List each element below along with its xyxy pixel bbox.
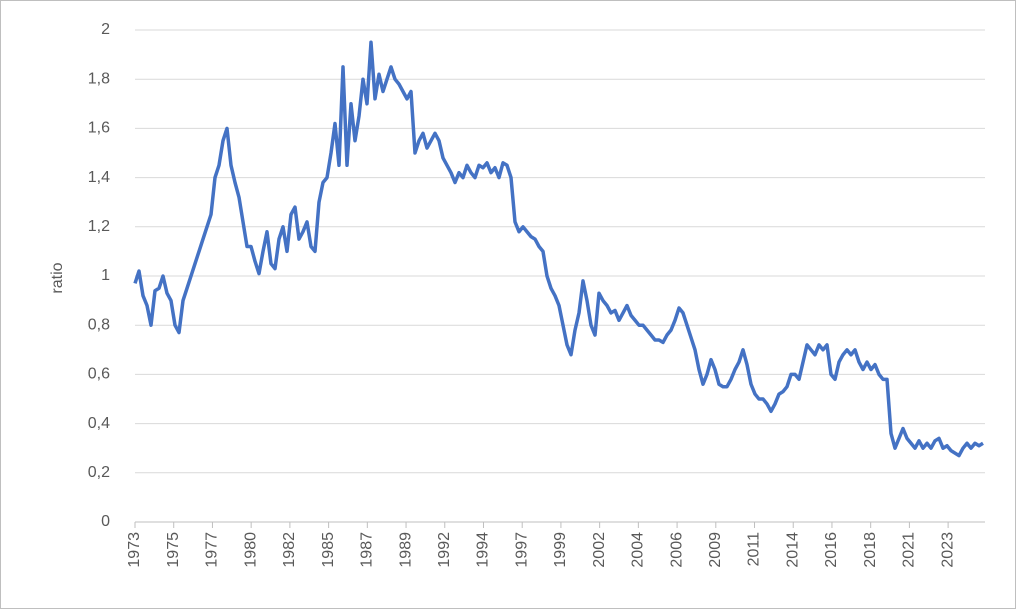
x-tick-label: 1999 bbox=[552, 532, 569, 568]
x-tick-label: 1994 bbox=[475, 532, 492, 568]
x-tick-label: 1977 bbox=[204, 532, 221, 568]
y-tick-label: 2 bbox=[101, 21, 110, 38]
y-tick-label: 1 bbox=[101, 267, 110, 284]
y-tick-label: 0,8 bbox=[88, 316, 110, 333]
x-tick-label: 1992 bbox=[436, 532, 453, 568]
x-tick-label: 1985 bbox=[320, 532, 337, 568]
x-tick-label: 1980 bbox=[242, 532, 259, 568]
y-tick-label: 0,4 bbox=[88, 415, 110, 432]
x-tick-label: 1997 bbox=[513, 532, 530, 568]
x-tick-label: 1975 bbox=[165, 532, 182, 568]
x-tick-label: 2006 bbox=[668, 532, 685, 568]
y-tick-label: 1,6 bbox=[88, 120, 110, 137]
x-tick-label: 2018 bbox=[862, 532, 879, 568]
x-tick-label: 2009 bbox=[707, 532, 724, 568]
y-tick-label: 0,2 bbox=[88, 464, 110, 481]
y-tick-label: 1,2 bbox=[88, 218, 110, 235]
y-axis-label: ratio bbox=[49, 262, 66, 293]
x-tick-label: 1982 bbox=[281, 532, 298, 568]
x-tick-label: 2004 bbox=[630, 532, 647, 568]
x-tick-label: 2021 bbox=[901, 532, 918, 568]
y-tick-label: 0,6 bbox=[88, 366, 110, 383]
x-tick-label: 2014 bbox=[784, 532, 801, 568]
x-tick-label: 1987 bbox=[359, 532, 376, 568]
y-tick-label: 1,4 bbox=[88, 169, 110, 186]
y-tick-label: 1,8 bbox=[88, 70, 110, 87]
x-tick-label: 2011 bbox=[746, 532, 763, 567]
x-tick-label: 1989 bbox=[397, 532, 414, 568]
x-tick-label: 2023 bbox=[939, 532, 956, 568]
y-tick-label: 0 bbox=[101, 513, 110, 530]
data-line bbox=[133, 40, 984, 458]
x-tick-label: 2002 bbox=[591, 532, 608, 568]
x-tick-label: 1973 bbox=[126, 532, 143, 568]
x-tick-label: 2016 bbox=[823, 532, 840, 568]
